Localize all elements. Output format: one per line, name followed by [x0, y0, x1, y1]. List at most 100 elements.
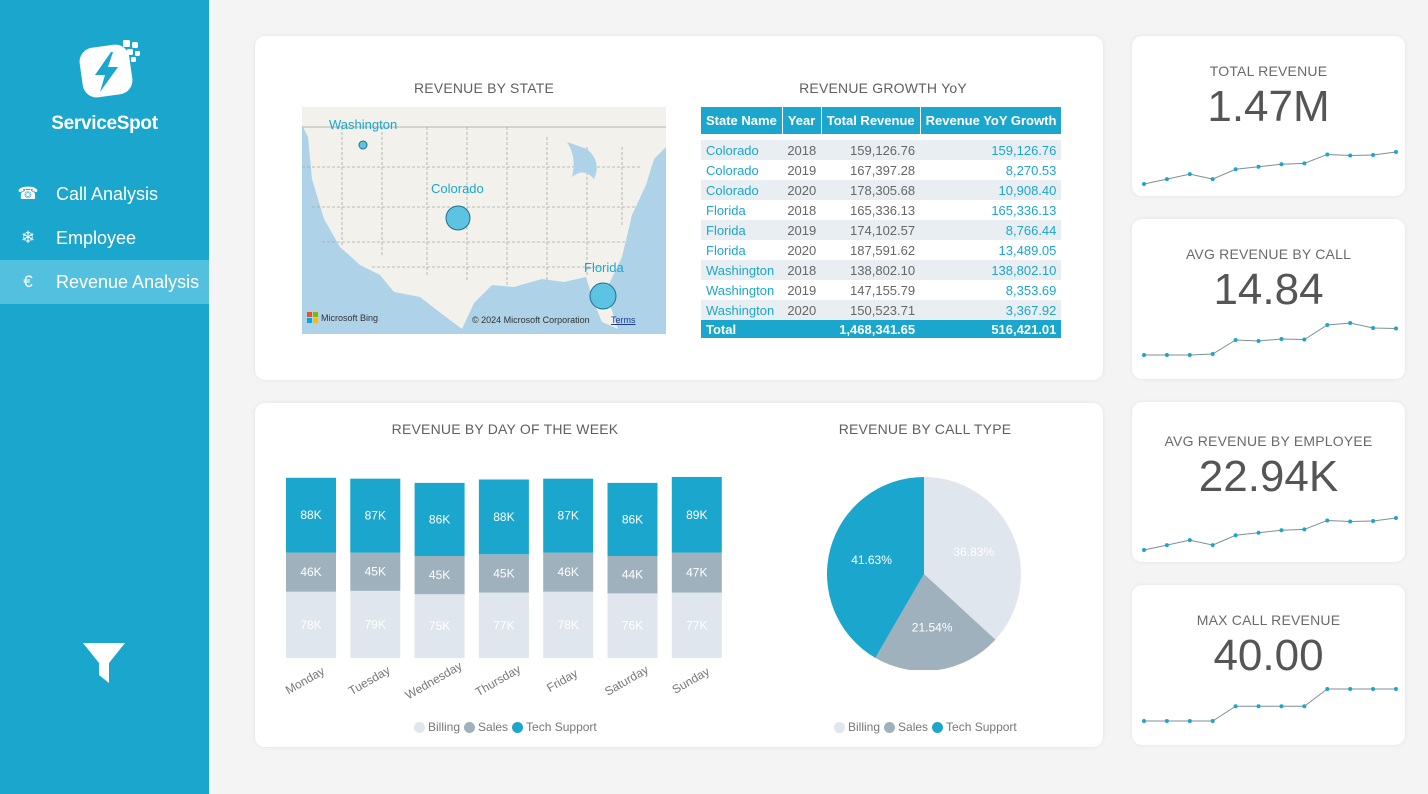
sparkline-point[interactable]	[1394, 326, 1398, 331]
filter-icon[interactable]	[82, 641, 126, 685]
sparkline-point[interactable]	[1371, 518, 1376, 523]
table-row[interactable]: Florida 2019 174,102.57 8,766.44	[701, 220, 1062, 240]
sparkline-point[interactable]	[1233, 338, 1238, 342]
sparkline-point[interactable]	[1142, 353, 1146, 357]
legend-item-sales[interactable]: Sales	[464, 720, 508, 734]
sparkline-point[interactable]	[1210, 177, 1215, 182]
bar-segment-billing[interactable]	[671, 592, 722, 658]
sparkline-point[interactable]	[1210, 719, 1215, 723]
bar-segment-tech-support[interactable]	[414, 482, 465, 556]
legend-item-tech-support[interactable]: Tech Support	[932, 720, 1017, 734]
revenue-map[interactable]: Washington Colorado Florida Microsoft Bi…	[302, 107, 666, 334]
sparkline-point[interactable]	[1210, 352, 1215, 356]
bar-segment-sales[interactable]	[478, 554, 529, 593]
sparkline-point[interactable]	[1256, 164, 1261, 169]
sparkline-point[interactable]	[1279, 337, 1284, 341]
sparkline-point[interactable]	[1371, 152, 1376, 157]
sparkline-point[interactable]	[1142, 719, 1146, 723]
sparkline-point[interactable]	[1256, 704, 1261, 709]
col-header-yoy-growth[interactable]: Revenue YoY Growth	[920, 107, 1062, 134]
table-row[interactable]: Washington 2019 147,155.79 8,353.69	[701, 280, 1061, 300]
sparkline-point[interactable]	[1256, 530, 1261, 535]
bar-segment-sales[interactable]	[543, 552, 594, 592]
sparkline-point[interactable]	[1394, 150, 1398, 154]
sparkline-point[interactable]	[1187, 538, 1192, 543]
bubble-florida[interactable]	[589, 282, 617, 310]
bar-segment-billing[interactable]	[607, 593, 658, 658]
sparkline-point[interactable]	[1164, 543, 1169, 548]
sparkline-point[interactable]	[1348, 321, 1353, 325]
legend-item-billing[interactable]: Billing	[834, 720, 880, 734]
nav-item-revenue-analysis[interactable]: € Revenue Analysis	[0, 260, 209, 304]
sparkline-point[interactable]	[1210, 543, 1215, 548]
table-row[interactable]: Colorado 2020 178,305.68 10,908.40	[701, 180, 1062, 200]
sparkline-point[interactable]	[1348, 687, 1353, 691]
bar-segment-tech-support[interactable]	[286, 477, 336, 553]
sparkline-point[interactable]	[1302, 527, 1307, 532]
bar-segment-billing[interactable]	[543, 591, 594, 658]
sparkline-point[interactable]	[1279, 704, 1284, 709]
sparkline-point[interactable]	[1394, 687, 1398, 691]
nav-item-call-analysis[interactable]: ☎ Call Analysis	[0, 172, 209, 216]
table-row[interactable]: Colorado 2019 167,397.28 8,270.53	[701, 160, 1061, 180]
sparkline-point[interactable]	[1279, 162, 1284, 167]
sparkline-point[interactable]	[1233, 704, 1238, 709]
bar-segment-billing[interactable]	[414, 594, 465, 658]
sparkline-point[interactable]	[1371, 326, 1376, 330]
sparkline-point[interactable]	[1233, 167, 1238, 172]
bar-segment-tech-support[interactable]	[671, 476, 722, 553]
col-header-state[interactable]: State Name	[701, 107, 783, 134]
legend-item-billing[interactable]: Billing	[414, 720, 460, 734]
bar-segment-billing[interactable]	[286, 591, 336, 658]
sparkline-point[interactable]	[1325, 152, 1330, 157]
bar-segment-tech-support[interactable]	[607, 482, 658, 556]
sparkline-point[interactable]	[1302, 337, 1307, 342]
bar-segment-sales[interactable]	[671, 552, 722, 593]
brand-logo[interactable]: ServiceSpot	[0, 38, 209, 135]
sparkline-point[interactable]	[1302, 704, 1307, 709]
sparkline-point[interactable]	[1187, 719, 1192, 723]
bar-segment-tech-support[interactable]	[543, 478, 594, 553]
sparkline-point[interactable]	[1256, 339, 1261, 343]
pie-slice-sales[interactable]	[875, 574, 996, 670]
col-header-total-revenue[interactable]: Total Revenue	[821, 107, 921, 134]
table-row[interactable]: Florida 2020 187,591.62 13,489.05	[701, 240, 1061, 260]
sparkline-point[interactable]	[1348, 519, 1353, 524]
nav-item-employee[interactable]: ❄ Employee	[0, 216, 209, 260]
sparkline-point[interactable]	[1164, 177, 1169, 182]
sparkline-point[interactable]	[1348, 153, 1353, 158]
sparkline-point[interactable]	[1233, 533, 1238, 538]
sparkline-point[interactable]	[1187, 172, 1192, 177]
legend-item-tech-support[interactable]: Tech Support	[512, 720, 597, 734]
pie-slice-billing[interactable]	[924, 477, 1021, 640]
pie-slice-tech-support[interactable]	[827, 477, 924, 658]
bar-segment-billing[interactable]	[478, 592, 529, 658]
sparkline-point[interactable]	[1302, 161, 1307, 166]
table-row[interactable]: Washington 2018 138,802.10 138,802.10	[701, 260, 1062, 280]
sparkline-point[interactable]	[1394, 516, 1398, 520]
bar-segment-tech-support[interactable]	[478, 479, 529, 555]
legend-item-sales[interactable]: Sales	[884, 720, 928, 734]
sparkline-point[interactable]	[1279, 528, 1284, 533]
sparkline-point[interactable]	[1142, 182, 1146, 186]
bar-segment-sales[interactable]	[286, 552, 336, 592]
terms-link[interactable]: Terms	[611, 315, 636, 325]
table-row[interactable]: Washington 2020 150,523.71 3,367.92	[701, 300, 1062, 320]
sparkline-point[interactable]	[1325, 323, 1330, 327]
sparkline-point[interactable]	[1164, 353, 1169, 357]
bar-segment-tech-support[interactable]	[350, 478, 401, 553]
bar-segment-sales[interactable]	[350, 552, 401, 591]
sparkline-point[interactable]	[1325, 518, 1330, 523]
sparkline-point[interactable]	[1164, 719, 1169, 723]
sparkline-point[interactable]	[1371, 687, 1376, 691]
bubble-washington[interactable]	[358, 140, 368, 150]
sparkline-point[interactable]	[1142, 548, 1146, 552]
bar-segment-sales[interactable]	[414, 556, 465, 595]
col-header-year[interactable]: Year	[782, 107, 822, 134]
sparkline-point[interactable]	[1325, 687, 1330, 691]
bar-segment-billing[interactable]	[350, 590, 401, 658]
table-row[interactable]: Florida 2018 165,336.13 165,336.13	[701, 200, 1061, 220]
bubble-colorado[interactable]	[445, 205, 471, 231]
table-row[interactable]: Colorado 2018 159,126.76 159,126.76	[701, 140, 1062, 160]
sparkline-point[interactable]	[1187, 353, 1192, 357]
